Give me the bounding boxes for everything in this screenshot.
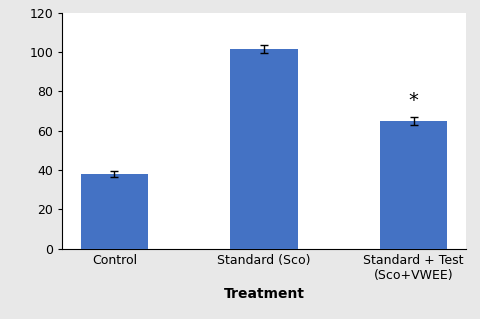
- Bar: [380, 121, 447, 249]
- Bar: [230, 49, 298, 249]
- X-axis label: Treatment: Treatment: [224, 287, 304, 301]
- Text: *: *: [408, 91, 419, 110]
- Bar: [81, 174, 148, 249]
